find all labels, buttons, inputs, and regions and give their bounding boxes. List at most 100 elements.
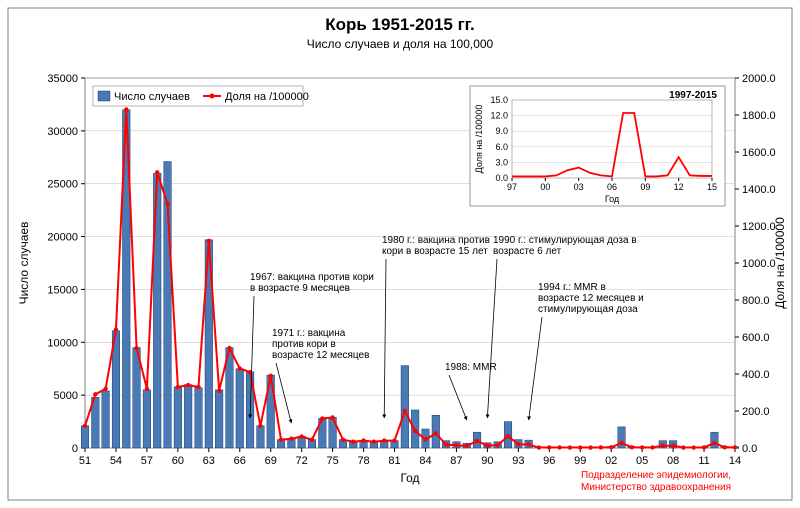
- rate-marker: [330, 415, 334, 419]
- rate-marker: [516, 442, 520, 446]
- legend-line-label: Доля на /100000: [225, 91, 309, 103]
- rate-marker: [722, 445, 726, 449]
- rate-marker: [619, 441, 623, 445]
- rate-marker: [671, 443, 675, 447]
- x-tick: 51: [79, 455, 91, 467]
- inset-ytick: 3.0: [495, 157, 508, 167]
- rate-marker: [495, 443, 499, 447]
- rate-marker: [310, 437, 314, 441]
- y-right-tick: 2000.0: [742, 73, 776, 85]
- rate-marker: [547, 445, 551, 449]
- chart-subtitle: Число случаев и доля на 100,000: [307, 37, 494, 51]
- y-right-tick: 1600.0: [742, 147, 776, 159]
- bar: [236, 369, 244, 448]
- legend-bar-icon: [98, 91, 110, 101]
- x-tick: 96: [543, 455, 555, 467]
- x-tick: 54: [110, 455, 122, 467]
- x-tick: 81: [388, 455, 400, 467]
- inset-y-label: Доля на /100000: [474, 105, 484, 174]
- x-tick: 02: [605, 455, 617, 467]
- y-right-tick: 1400.0: [742, 184, 776, 196]
- bar: [143, 390, 151, 448]
- x-tick: 57: [141, 455, 153, 467]
- rate-marker: [702, 445, 706, 449]
- rate-marker: [341, 437, 345, 441]
- x-tick: 05: [636, 455, 648, 467]
- bar: [184, 385, 192, 448]
- rate-marker: [258, 424, 262, 428]
- x-tick: 66: [234, 455, 246, 467]
- rate-marker: [372, 440, 376, 444]
- bar: [81, 426, 89, 448]
- inset-ytick: 9.0: [495, 126, 508, 136]
- bar: [401, 366, 409, 448]
- legend-bar-label: Число случаев: [114, 91, 190, 103]
- inset-xtick: 09: [640, 182, 650, 192]
- rate-marker: [413, 429, 417, 433]
- y-right-label: Доля на /100000: [773, 217, 787, 309]
- bar: [215, 390, 223, 448]
- rate-marker: [145, 387, 149, 391]
- rate-marker: [165, 202, 169, 206]
- y-right-tick: 1200.0: [742, 221, 776, 233]
- annotation-text: 1990 г.: стимулирующая доза в: [493, 235, 637, 246]
- y-left-tick: 15000: [47, 284, 78, 296]
- rate-marker: [444, 442, 448, 446]
- annotation-text: 1988: MMR: [445, 362, 497, 373]
- rate-marker: [299, 434, 303, 438]
- y-left-tick: 0: [72, 443, 78, 455]
- rate-marker: [465, 444, 469, 448]
- y-right-tick: 600.0: [742, 332, 770, 344]
- annotation-text: 1971 г.: вакцина: [272, 328, 346, 339]
- x-tick: 72: [296, 455, 308, 467]
- y-right-tick: 0.0: [742, 443, 757, 455]
- rate-marker: [279, 437, 283, 441]
- y-right-tick: 400.0: [742, 369, 770, 381]
- rate-marker: [506, 434, 510, 438]
- x-tick: 69: [265, 455, 277, 467]
- rate-marker: [609, 445, 613, 449]
- rate-marker: [588, 445, 592, 449]
- annotation-text: в возрасте 9 месяцев: [250, 283, 350, 294]
- y-right-tick: 1000.0: [742, 258, 776, 270]
- annotation-text: 1980 г.: вакцина против: [382, 235, 490, 246]
- x-tick: 99: [574, 455, 586, 467]
- x-tick: 84: [419, 455, 431, 467]
- rate-marker: [485, 443, 489, 447]
- inset-xtick: 12: [674, 182, 684, 192]
- y-left-tick: 25000: [47, 179, 78, 191]
- bar: [711, 432, 719, 448]
- rate-marker: [568, 445, 572, 449]
- chart-container: Корь 1951-2015 гг.Число случаев и доля н…: [0, 0, 800, 508]
- rate-marker: [434, 431, 438, 435]
- x-tick: 78: [357, 455, 369, 467]
- bar: [102, 391, 110, 448]
- rate-marker: [382, 438, 386, 442]
- y-right-tick: 800.0: [742, 295, 770, 307]
- bar: [257, 426, 265, 448]
- rate-marker: [124, 107, 128, 111]
- x-tick: 08: [667, 455, 679, 467]
- rate-marker: [238, 366, 242, 370]
- rate-marker: [217, 388, 221, 392]
- annotation-text: против кори в: [272, 339, 336, 350]
- rate-marker: [557, 445, 561, 449]
- annotation-text: возрасте 6 лет: [493, 246, 562, 257]
- inset-xtick: 06: [607, 182, 617, 192]
- rate-marker: [269, 374, 273, 378]
- inset-xtick: 97: [507, 182, 517, 192]
- credit-line2: Министерство здравоохранения: [581, 482, 731, 493]
- y-right-tick: 200.0: [742, 406, 770, 418]
- rate-marker: [650, 445, 654, 449]
- inset-ytick: 12.0: [490, 111, 508, 121]
- rate-marker: [578, 445, 582, 449]
- annotation-text: 1994 г.: MMR в: [538, 282, 606, 293]
- inset-ytick: 6.0: [495, 142, 508, 152]
- y-left-tick: 35000: [47, 73, 78, 85]
- x-tick: 11: [698, 455, 709, 467]
- inset-ytick: 15.0: [490, 95, 508, 105]
- rate-marker: [681, 445, 685, 449]
- x-tick: 63: [203, 455, 215, 467]
- rate-marker: [114, 327, 118, 331]
- y-left-tick: 5000: [54, 390, 78, 402]
